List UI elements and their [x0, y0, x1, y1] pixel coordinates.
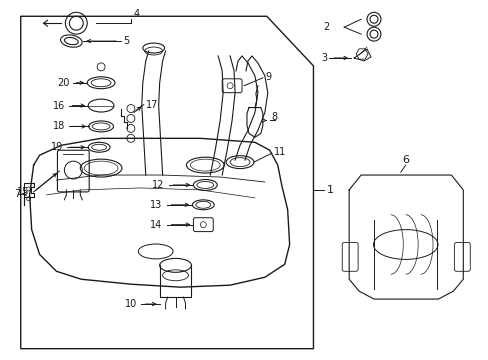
Text: 2: 2 [323, 22, 328, 32]
Text: 13: 13 [150, 200, 163, 210]
Text: 15: 15 [17, 187, 30, 197]
Text: 7: 7 [15, 189, 20, 199]
Text: 14: 14 [150, 220, 163, 230]
Text: 8: 8 [271, 112, 277, 122]
Text: 16: 16 [53, 100, 65, 111]
Text: 17: 17 [145, 100, 158, 109]
Text: 19: 19 [51, 142, 63, 152]
Text: 10: 10 [124, 299, 137, 309]
Text: 6: 6 [402, 155, 408, 165]
Text: 1: 1 [325, 185, 333, 195]
Text: 5: 5 [122, 36, 129, 46]
Text: 3: 3 [321, 53, 326, 63]
Text: 9: 9 [265, 72, 271, 82]
Text: 11: 11 [273, 147, 285, 157]
Text: 18: 18 [53, 121, 65, 131]
Text: 4: 4 [134, 9, 140, 19]
Text: 20: 20 [57, 78, 69, 88]
Text: 12: 12 [152, 180, 164, 190]
